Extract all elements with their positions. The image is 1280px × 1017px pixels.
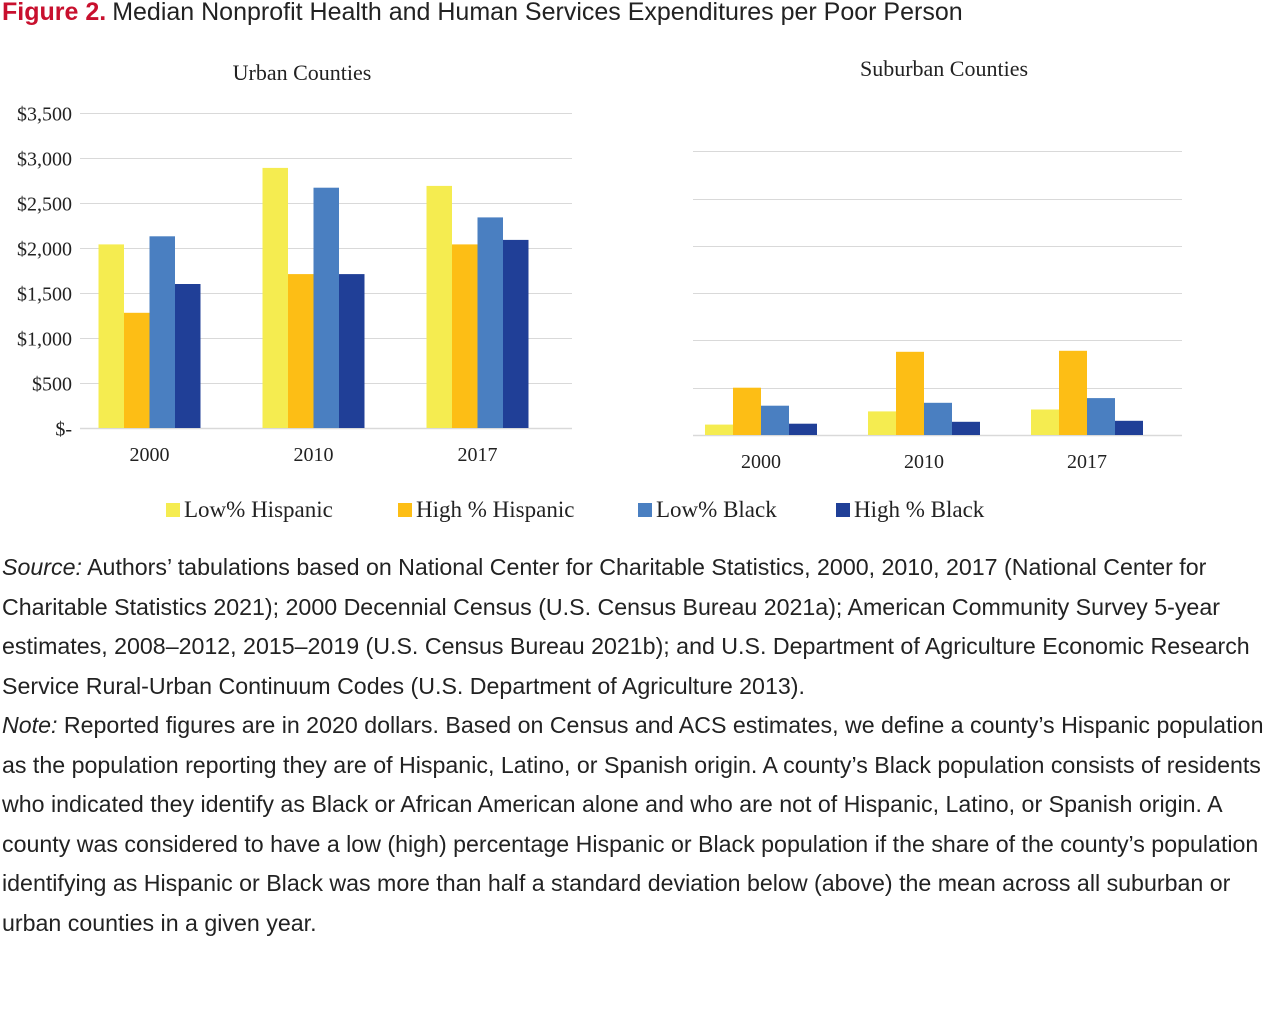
suburban-bar bbox=[761, 405, 789, 435]
figure-label: Figure 2. bbox=[2, 0, 107, 26]
suburban-bar bbox=[733, 387, 761, 435]
suburban-bar bbox=[1031, 409, 1059, 435]
source-note: Source: Authors’ tabulations based on Na… bbox=[2, 548, 1278, 706]
suburban-panel-title: Suburban Counties bbox=[860, 56, 1028, 81]
suburban-bar bbox=[952, 421, 980, 435]
suburban-bar bbox=[1059, 350, 1087, 435]
suburban-x-tick-label: 2017 bbox=[1067, 451, 1107, 473]
urban-y-tick-label: $3,000 bbox=[17, 149, 72, 171]
note-text: Reported figures are in 2020 dollars. Ba… bbox=[2, 712, 1264, 936]
urban-y-tick-label: $2,000 bbox=[17, 239, 72, 261]
suburban-bar bbox=[789, 423, 817, 435]
legend-swatch bbox=[398, 503, 412, 517]
urban-x-tick-label: 2000 bbox=[130, 444, 170, 466]
legend-label: Low% Black bbox=[656, 497, 777, 522]
suburban-x-tick-label: 2000 bbox=[741, 451, 781, 473]
figure-title: Figure 2. Median Nonprofit Health and Hum… bbox=[2, 0, 1278, 27]
suburban-bar bbox=[1115, 420, 1143, 435]
note-paragraph: Note: Reported figures are in 2020 dolla… bbox=[2, 706, 1278, 943]
urban-bar bbox=[339, 274, 365, 428]
urban-bar bbox=[149, 236, 175, 428]
urban-x-tick-label: 2010 bbox=[294, 444, 334, 466]
note-label: Note: bbox=[2, 712, 58, 738]
urban-bar bbox=[477, 217, 503, 428]
chart-legend: Low% Hispanic High % Hispanic Low% Black Hi… bbox=[0, 497, 1280, 531]
urban-bar bbox=[175, 284, 201, 428]
bar-charts: $- $500 $1,000 $1,500 $2,000 $2,500 $3,000 $3,5… bbox=[17, 56, 1182, 473]
figure-title-text: Median Nonprofit Health and Human Servic… bbox=[112, 0, 963, 26]
legend-label: High % Hispanic bbox=[416, 497, 575, 522]
urban-bar bbox=[98, 244, 124, 428]
legend-label: High % Black bbox=[854, 497, 985, 522]
urban-bar bbox=[262, 167, 288, 428]
urban-bar bbox=[288, 274, 314, 428]
urban-bar bbox=[426, 185, 452, 428]
urban-y-tick-label: $1,000 bbox=[17, 329, 72, 351]
legend-item: Low% Hispanic bbox=[166, 497, 333, 523]
urban-y-tick-label: $2,500 bbox=[17, 194, 72, 216]
urban-y-tick-label: $1,500 bbox=[17, 284, 72, 306]
legend-swatch bbox=[638, 503, 652, 517]
source-label: Source: bbox=[2, 554, 82, 580]
legend-swatch bbox=[166, 503, 180, 517]
urban-bar bbox=[313, 187, 339, 428]
legend-item: High % Hispanic bbox=[398, 497, 574, 523]
urban-panel-title: Urban Counties bbox=[233, 60, 372, 85]
urban-x-tick-label: 2017 bbox=[458, 444, 498, 466]
figure-notes: Source: Authors’ tabulations based on Na… bbox=[2, 548, 1278, 943]
suburban-bar bbox=[924, 402, 952, 435]
suburban-x-tick-label: 2010 bbox=[904, 451, 944, 473]
urban-y-tick-label: $500 bbox=[32, 374, 72, 396]
urban-bar bbox=[124, 312, 150, 428]
urban-bar bbox=[503, 239, 529, 428]
suburban-bar bbox=[705, 424, 733, 435]
urban-y-tick-label: $- bbox=[55, 419, 72, 441]
legend-item: Low% Black bbox=[638, 497, 777, 523]
urban-bar bbox=[452, 244, 478, 428]
urban-y-tick-label: $3,500 bbox=[17, 104, 72, 126]
source-text: Authors’ tabulations based on National C… bbox=[2, 554, 1250, 699]
legend-label: Low% Hispanic bbox=[184, 497, 333, 522]
suburban-bar bbox=[896, 351, 924, 435]
legend-swatch bbox=[836, 503, 850, 517]
suburban-bar bbox=[1087, 398, 1115, 435]
suburban-bar bbox=[868, 411, 896, 435]
legend-item: High % Black bbox=[836, 497, 984, 523]
